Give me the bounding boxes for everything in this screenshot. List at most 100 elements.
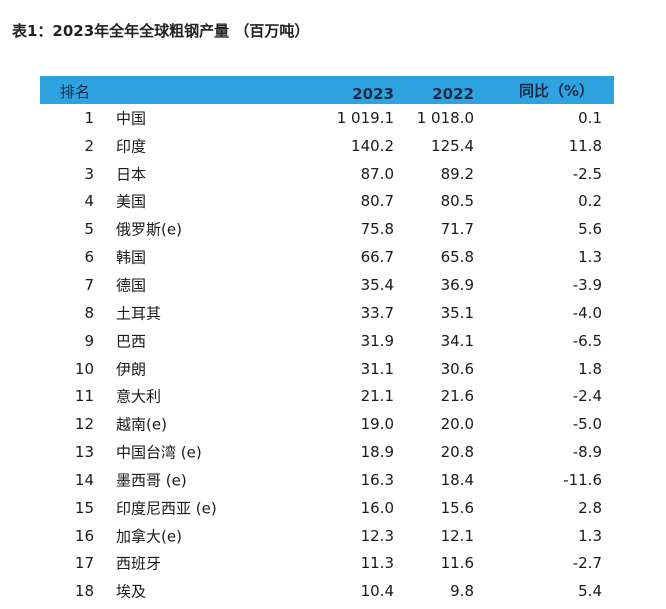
country-cell: 德国	[116, 276, 147, 295]
value-2022-cell: 18.4	[440, 470, 474, 489]
yoy-cell: 1.3	[578, 526, 602, 545]
rank-cell: 12	[74, 415, 94, 434]
yoy-cell: 0.1	[578, 108, 602, 127]
rank-cell: 8	[84, 303, 94, 322]
value-2022-cell: 1 018.0	[416, 108, 474, 127]
country-cell: 埃及	[116, 582, 147, 601]
table-body: 1 中国 1 019.1 1 018.0 0.1 2 印度 140.2 125.4 11.8 3 日本…	[40, 104, 614, 605]
value-2023-cell: 31.9	[360, 331, 394, 350]
table-row: 12 越南(e) 19.0 20.0 -5.0	[40, 410, 614, 438]
header-2022: 2022	[432, 85, 474, 103]
header-yoy: 同比（%）	[518, 82, 594, 100]
value-2022-cell: 21.6	[440, 387, 474, 406]
rank-cell: 17	[74, 554, 94, 573]
value-2023-cell: 12.3	[360, 526, 394, 545]
value-2022-cell: 34.1	[440, 331, 474, 350]
yoy-cell: 5.6	[578, 220, 602, 239]
country-cell: 加拿大(e)	[116, 527, 182, 546]
table-row: 17 西班牙 11.3 11.6 -2.7	[40, 550, 614, 578]
rank-cell: 15	[74, 498, 94, 517]
yoy-cell: 5.4	[578, 582, 602, 601]
rank-cell: 2	[84, 136, 94, 155]
header-2023: 2023	[352, 85, 394, 103]
value-2022-cell: 15.6	[440, 498, 474, 517]
header-rank: 排名	[60, 83, 91, 101]
yoy-cell: -11.6	[563, 470, 602, 489]
table-row: 5 俄罗斯(e) 75.8 71.7 5.6	[40, 215, 614, 243]
value-2022-cell: 89.2	[440, 164, 474, 183]
country-cell: 韩国	[116, 248, 147, 267]
yoy-cell: -8.9	[572, 443, 602, 462]
value-2023-cell: 16.0	[360, 498, 394, 517]
table-row: 14 墨西哥 (e) 16.3 18.4 -11.6	[40, 466, 614, 494]
country-cell: 中国	[116, 109, 147, 128]
rank-cell: 18	[74, 582, 94, 601]
value-2022-cell: 71.7	[440, 220, 474, 239]
country-cell: 巴西	[116, 332, 147, 351]
table-row: 1 中国 1 019.1 1 018.0 0.1	[40, 104, 614, 132]
rank-cell: 3	[84, 164, 94, 183]
value-2023-cell: 16.3	[360, 470, 394, 489]
rank-cell: 13	[74, 443, 94, 462]
yoy-cell: -2.4	[572, 387, 602, 406]
country-cell: 意大利	[116, 387, 162, 406]
yoy-cell: 0.2	[578, 192, 602, 211]
value-2022-cell: 20.0	[440, 415, 474, 434]
rank-cell: 7	[84, 275, 94, 294]
rank-cell: 14	[74, 470, 94, 489]
table-row: 10 伊朗 31.1 30.6 1.8	[40, 355, 614, 383]
yoy-cell: -3.9	[572, 275, 602, 294]
rank-cell: 10	[74, 359, 94, 378]
country-cell: 日本	[116, 165, 147, 184]
yoy-cell: -2.7	[572, 554, 602, 573]
steel-production-table: 排名 2023 2022 同比（%） 1 中国 1 019.1 1 018.0 0.1 2…	[40, 76, 614, 605]
value-2022-cell: 35.1	[440, 303, 474, 322]
rank-cell: 16	[74, 526, 94, 545]
country-cell: 墨西哥 (e)	[116, 471, 187, 490]
value-2023-cell: 140.2	[351, 136, 394, 155]
value-2023-cell: 33.7	[360, 303, 394, 322]
value-2023-cell: 18.9	[360, 443, 394, 462]
value-2023-cell: 21.1	[360, 387, 394, 406]
table-header: 排名 2023 2022 同比（%）	[40, 76, 614, 104]
value-2023-cell: 35.4	[360, 275, 394, 294]
table-row: 6 韩国 66.7 65.8 1.3	[40, 243, 614, 271]
table-title: 表1：2023年全年全球粗钢产量 （百万吨）	[12, 22, 310, 40]
value-2023-cell: 87.0	[360, 164, 394, 183]
yoy-cell: -4.0	[572, 303, 602, 322]
rank-cell: 1	[84, 108, 94, 127]
country-cell: 印度尼西亚 (e)	[116, 499, 217, 518]
rank-cell: 11	[74, 387, 94, 406]
rank-cell: 6	[84, 248, 94, 267]
yoy-cell: 1.3	[578, 248, 602, 267]
value-2023-cell: 80.7	[360, 192, 394, 211]
value-2023-cell: 75.8	[360, 220, 394, 239]
yoy-cell: -2.5	[572, 164, 602, 183]
value-2023-cell: 66.7	[360, 248, 394, 267]
value-2022-cell: 12.1	[440, 526, 474, 545]
value-2022-cell: 36.9	[440, 275, 474, 294]
country-cell: 越南(e)	[116, 415, 167, 434]
country-cell: 美国	[116, 192, 147, 211]
value-2022-cell: 20.8	[440, 443, 474, 462]
country-cell: 伊朗	[116, 360, 147, 379]
value-2022-cell: 30.6	[440, 359, 474, 378]
table-row: 18 埃及 10.4 9.8 5.4	[40, 577, 614, 605]
rank-cell: 4	[84, 192, 94, 211]
country-cell: 俄罗斯(e)	[116, 220, 182, 239]
country-cell: 土耳其	[116, 304, 162, 323]
table-row: 16 加拿大(e) 12.3 12.1 1.3	[40, 522, 614, 550]
table-row: 15 印度尼西亚 (e) 16.0 15.6 2.8	[40, 494, 614, 522]
country-cell: 西班牙	[116, 554, 162, 573]
yoy-cell: 11.8	[568, 136, 602, 155]
table-row: 8 土耳其 33.7 35.1 -4.0	[40, 299, 614, 327]
value-2022-cell: 80.5	[440, 192, 474, 211]
table-row: 13 中国台湾 (e) 18.9 20.8 -8.9	[40, 438, 614, 466]
table-row: 2 印度 140.2 125.4 11.8	[40, 132, 614, 160]
yoy-cell: 2.8	[578, 498, 602, 517]
table-row: 11 意大利 21.1 21.6 -2.4	[40, 382, 614, 410]
value-2023-cell: 31.1	[360, 359, 394, 378]
table-row: 3 日本 87.0 89.2 -2.5	[40, 160, 614, 188]
table-row: 7 德国 35.4 36.9 -3.9	[40, 271, 614, 299]
yoy-cell: -5.0	[572, 415, 602, 434]
